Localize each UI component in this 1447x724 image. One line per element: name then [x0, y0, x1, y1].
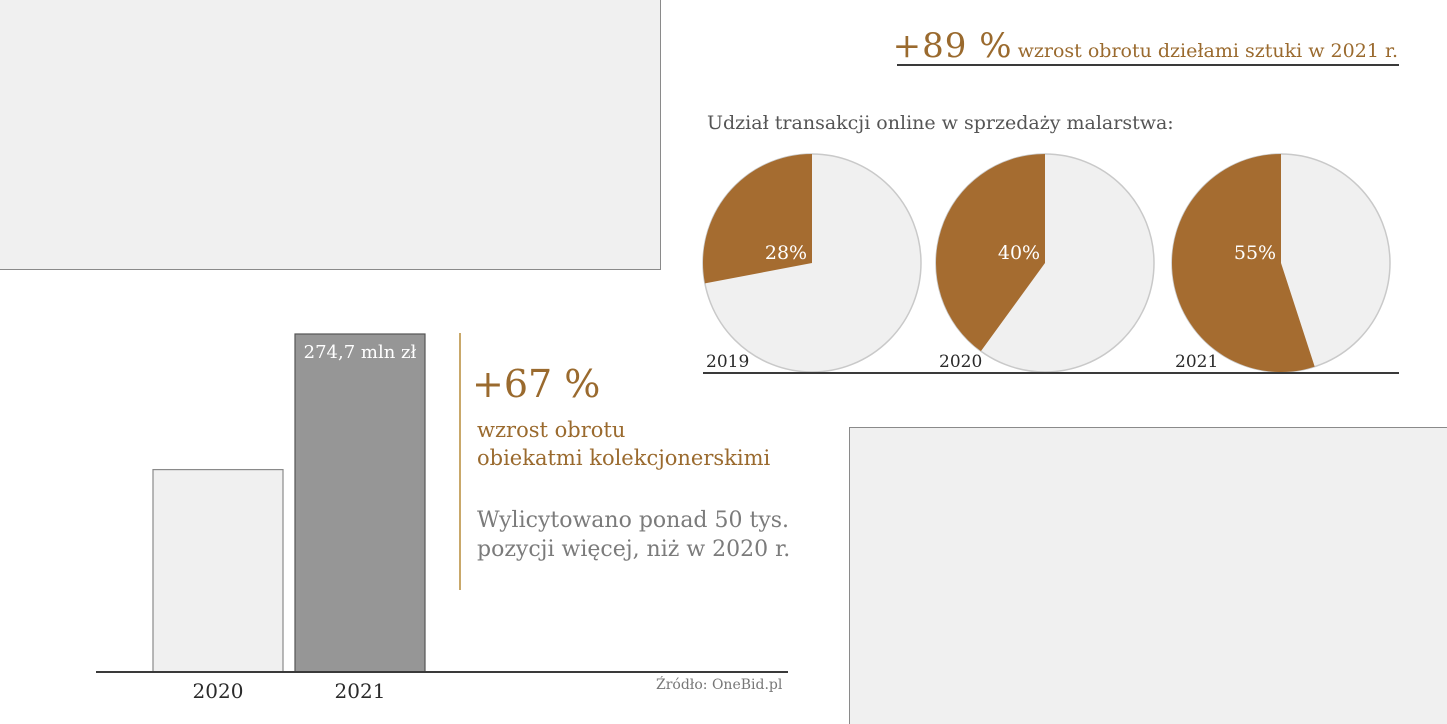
pie-value-label-2020: 40% — [998, 242, 1040, 264]
pie-online-slice-2021 — [1172, 154, 1315, 372]
source-note: Źródło: OneBid.pl — [656, 677, 783, 693]
bar-2021 — [294, 333, 426, 673]
collectibles-growth-line1: wzrost obrotu — [477, 418, 626, 442]
pie-chart-title: Udział transakcji online w sprzedaży mal… — [707, 112, 1174, 134]
collectibles-note-line2: pozycji więcej, niż w 2020 r. — [477, 537, 791, 562]
bar-value-label-2021: 274,7 mln zł — [304, 342, 417, 363]
headline-value: +89 % — [892, 26, 1013, 66]
placeholder-panel-bottom-right — [849, 427, 1447, 724]
pie-value-label-2021: 55% — [1234, 242, 1276, 264]
pie-year-label-2021: 2021 — [1175, 352, 1218, 372]
pie-online-slice-2020 — [935, 154, 1045, 352]
collectibles-growth-line2: obiekatmi kolekcjonerskimi — [477, 446, 771, 470]
gold-divider — [459, 333, 461, 590]
bar-category-label-2020: 2020 — [193, 679, 244, 703]
pie-year-label-2019: 2019 — [706, 352, 749, 372]
bar-category-label-2021: 2021 — [335, 679, 386, 703]
pie-2021: 55% 2021 — [1171, 153, 1391, 373]
pie-2019: 28% 2019 — [702, 153, 922, 373]
pie-online-slice-2019 — [702, 154, 812, 284]
headline-text: wzrost obrotu dziełami sztuki w 2021 r. — [1017, 40, 1398, 62]
collectibles-note-line1: Wylicytowano ponad 50 tys. — [477, 508, 790, 533]
bar-chart-axis — [96, 671, 788, 673]
bar-2020 — [152, 468, 284, 673]
placeholder-panel-top-left — [0, 0, 661, 270]
collectibles-growth-value: +67 % — [472, 362, 601, 406]
pie-year-label-2020: 2020 — [939, 352, 982, 372]
pie-baseline — [703, 372, 1399, 374]
headline: +89 % wzrost obrotu dziełami sztuki w 20… — [893, 26, 1398, 66]
pie-value-label-2019: 28% — [765, 242, 807, 264]
headline-underline — [897, 64, 1399, 66]
